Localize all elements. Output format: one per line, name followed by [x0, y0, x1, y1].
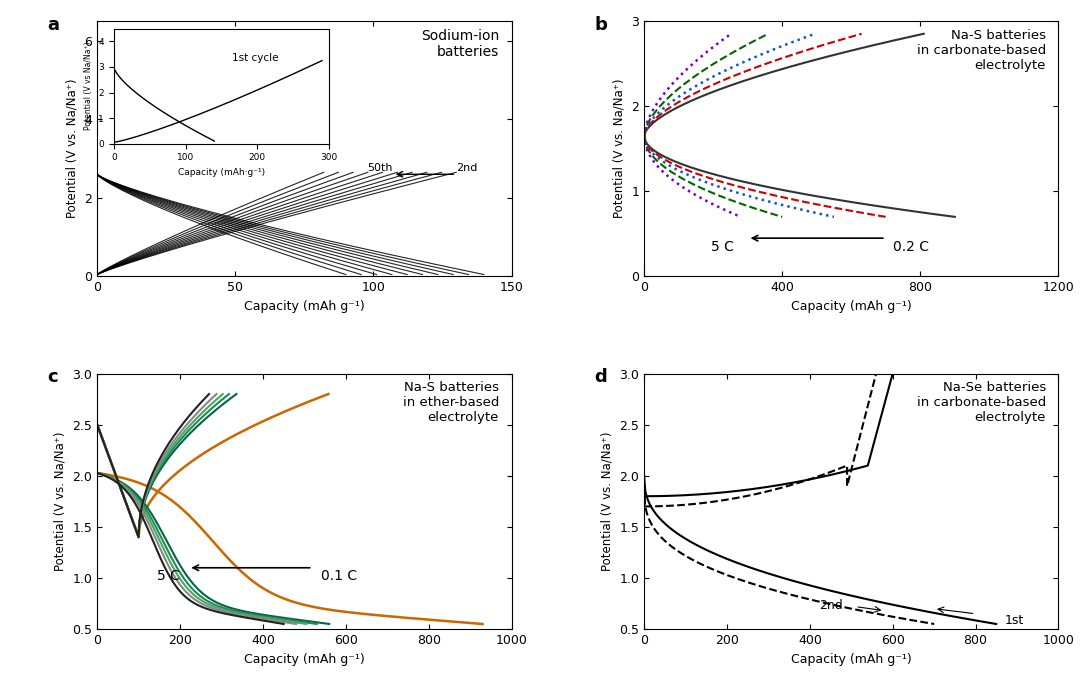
- X-axis label: Capacity (mAh g⁻¹): Capacity (mAh g⁻¹): [244, 300, 365, 313]
- Text: 2nd: 2nd: [456, 164, 477, 173]
- Text: 0.2 C: 0.2 C: [893, 240, 929, 254]
- X-axis label: Capacity (mAh g⁻¹): Capacity (mAh g⁻¹): [791, 653, 912, 665]
- Text: b: b: [594, 16, 607, 34]
- Text: 5 C: 5 C: [711, 240, 733, 254]
- Text: Na-S batteries
in carbonate-based
electrolyte: Na-S batteries in carbonate-based electr…: [917, 29, 1045, 71]
- Y-axis label: Potential (V vs. Na/Na⁺): Potential (V vs. Na/Na⁺): [54, 431, 67, 571]
- X-axis label: Capacity (mAh g⁻¹): Capacity (mAh g⁻¹): [791, 300, 912, 313]
- Text: d: d: [594, 368, 607, 387]
- Y-axis label: Potential (V vs. Na/Na⁺): Potential (V vs. Na/Na⁺): [612, 79, 625, 219]
- Text: Na-Se batteries
in carbonate-based
electrolyte: Na-Se batteries in carbonate-based elect…: [917, 381, 1045, 424]
- Text: Sodium-ion
batteries: Sodium-ion batteries: [421, 29, 499, 59]
- Text: a: a: [48, 16, 59, 34]
- Y-axis label: Potential (V vs. Na/Na⁺): Potential (V vs. Na/Na⁺): [600, 431, 613, 571]
- Text: c: c: [48, 368, 58, 387]
- Text: 0.1 C: 0.1 C: [321, 569, 357, 583]
- Text: 5 C: 5 C: [158, 569, 180, 583]
- Text: 50th: 50th: [367, 164, 393, 173]
- Y-axis label: Potential (V vs. Na/Na⁺): Potential (V vs. Na/Na⁺): [66, 79, 79, 219]
- Text: 1st: 1st: [1004, 614, 1024, 627]
- Text: Na-S batteries
in ether-based
electrolyte: Na-S batteries in ether-based electrolyt…: [403, 381, 499, 424]
- Text: 2nd: 2nd: [819, 598, 842, 612]
- X-axis label: Capacity (mAh g⁻¹): Capacity (mAh g⁻¹): [244, 653, 365, 665]
